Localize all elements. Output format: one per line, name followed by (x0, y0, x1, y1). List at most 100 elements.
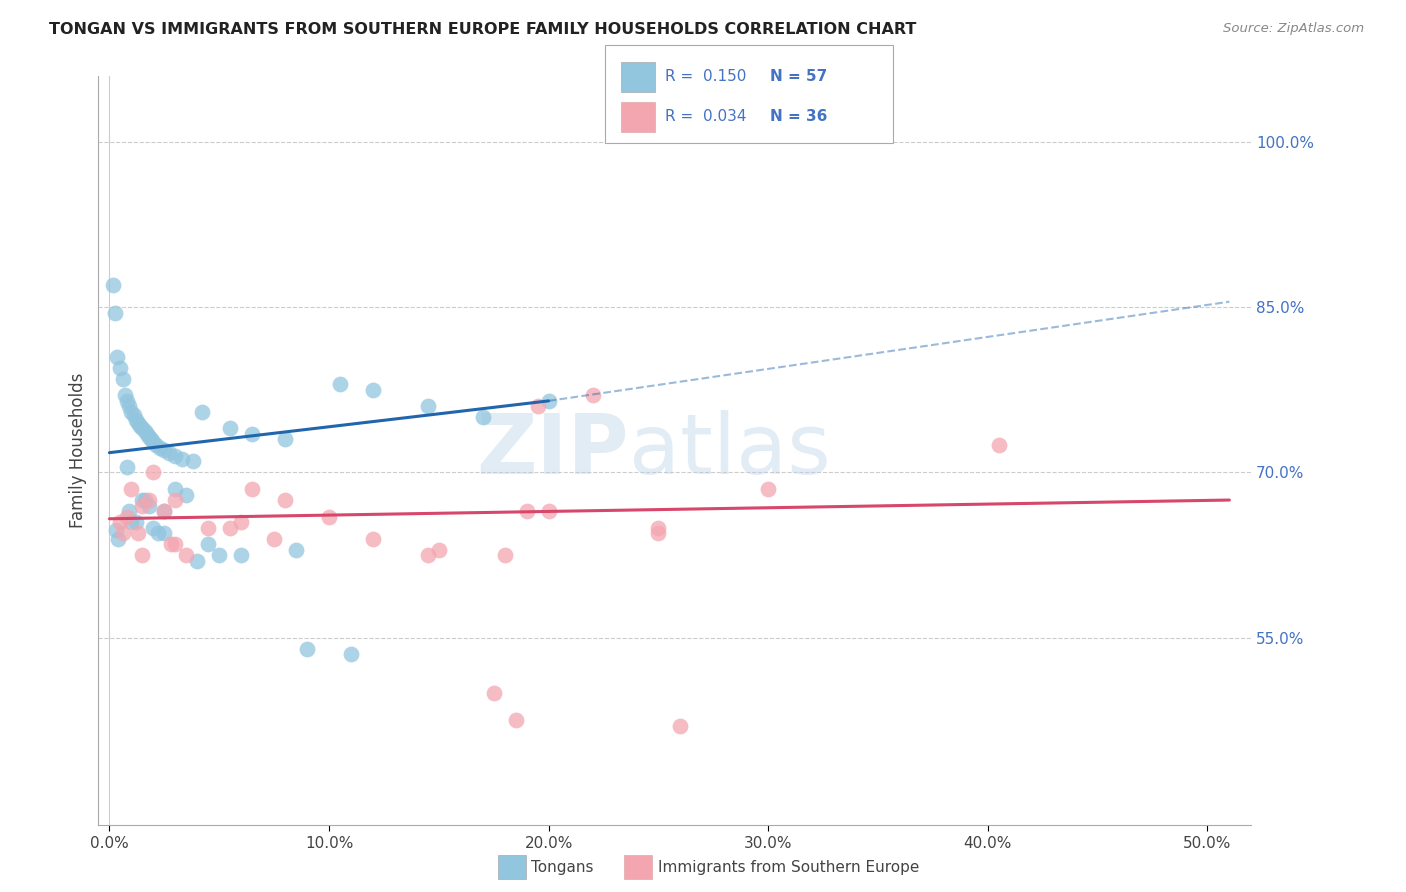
Point (197, 520, 219, 534)
Point (165, 493, 187, 508)
Point (756, 482, 779, 496)
Point (285, 542, 308, 557)
Point (127, 526, 149, 541)
Point (329, 377, 352, 392)
Point (131, 421, 153, 435)
Point (115, 393, 138, 408)
Point (138, 430, 160, 444)
Point (145, 438, 167, 452)
Point (240, 482, 263, 496)
Point (125, 412, 148, 426)
Point (111, 526, 134, 541)
Text: Tongans: Tongans (531, 860, 593, 874)
Point (134, 493, 156, 508)
Point (537, 393, 560, 408)
Point (219, 520, 242, 534)
Point (131, 548, 153, 562)
Point (114, 388, 136, 402)
Point (416, 548, 439, 562)
Y-axis label: Family Households: Family Households (69, 373, 87, 528)
Point (416, 400, 439, 414)
Point (134, 424, 156, 438)
Point (122, 408, 145, 422)
Point (129, 419, 152, 434)
Text: TONGAN VS IMMIGRANTS FROM SOUTHERN EUROPE FAMILY HOUSEHOLDS CORRELATION CHART: TONGAN VS IMMIGRANTS FROM SOUTHERN EUROP… (49, 22, 917, 37)
Point (181, 454, 204, 468)
Point (118, 400, 141, 414)
Point (125, 515, 148, 529)
Point (101, 278, 124, 293)
Point (669, 719, 692, 733)
Point (482, 686, 505, 700)
Point (142, 520, 165, 534)
Point (170, 452, 193, 467)
Point (120, 482, 142, 496)
Point (295, 641, 318, 656)
Text: R =  0.150: R = 0.150 (665, 70, 747, 84)
Text: N = 57: N = 57 (770, 70, 828, 84)
Point (647, 520, 669, 534)
Point (537, 504, 560, 518)
Point (174, 487, 197, 501)
Point (471, 410, 494, 425)
Point (104, 523, 127, 537)
Point (516, 504, 538, 518)
Point (174, 548, 197, 562)
Point (526, 400, 548, 414)
Point (361, 532, 384, 546)
Point (110, 515, 132, 529)
Point (165, 482, 187, 496)
Point (987, 438, 1010, 452)
Point (111, 372, 134, 386)
Text: R =  0.034: R = 0.034 (665, 110, 747, 124)
Point (274, 433, 297, 447)
Text: atlas: atlas (628, 410, 831, 491)
Point (131, 499, 153, 513)
Point (340, 648, 363, 662)
Point (118, 504, 141, 518)
Point (190, 405, 212, 419)
Point (505, 714, 527, 728)
Point (231, 515, 253, 529)
Point (153, 504, 176, 518)
Point (157, 445, 180, 459)
Point (104, 306, 127, 320)
Text: N = 36: N = 36 (770, 110, 828, 124)
Point (231, 548, 253, 562)
Point (139, 433, 162, 447)
Point (149, 442, 172, 456)
Point (153, 526, 176, 541)
Point (120, 515, 142, 529)
Point (120, 405, 142, 419)
Text: ZIP: ZIP (477, 410, 628, 491)
Point (131, 493, 153, 508)
Point (274, 493, 297, 508)
Point (110, 360, 132, 375)
Point (160, 537, 183, 551)
Point (135, 426, 157, 441)
Point (105, 350, 128, 364)
Point (146, 526, 169, 541)
Point (107, 532, 129, 546)
Text: Immigrants from Southern Europe: Immigrants from Southern Europe (658, 860, 920, 874)
Point (647, 526, 669, 541)
Point (153, 504, 176, 518)
Point (127, 416, 149, 430)
Point (115, 460, 138, 475)
Point (427, 542, 450, 557)
Point (494, 548, 516, 562)
Point (165, 449, 187, 463)
Point (115, 509, 138, 524)
Point (186, 554, 208, 568)
Point (142, 466, 165, 480)
Text: Source: ZipAtlas.com: Source: ZipAtlas.com (1223, 22, 1364, 36)
Point (318, 509, 340, 524)
Point (208, 548, 231, 562)
Point (197, 537, 219, 551)
Point (263, 532, 285, 546)
Point (361, 383, 384, 397)
Point (581, 388, 603, 402)
Point (240, 426, 263, 441)
Point (138, 493, 160, 508)
Point (153, 443, 176, 458)
